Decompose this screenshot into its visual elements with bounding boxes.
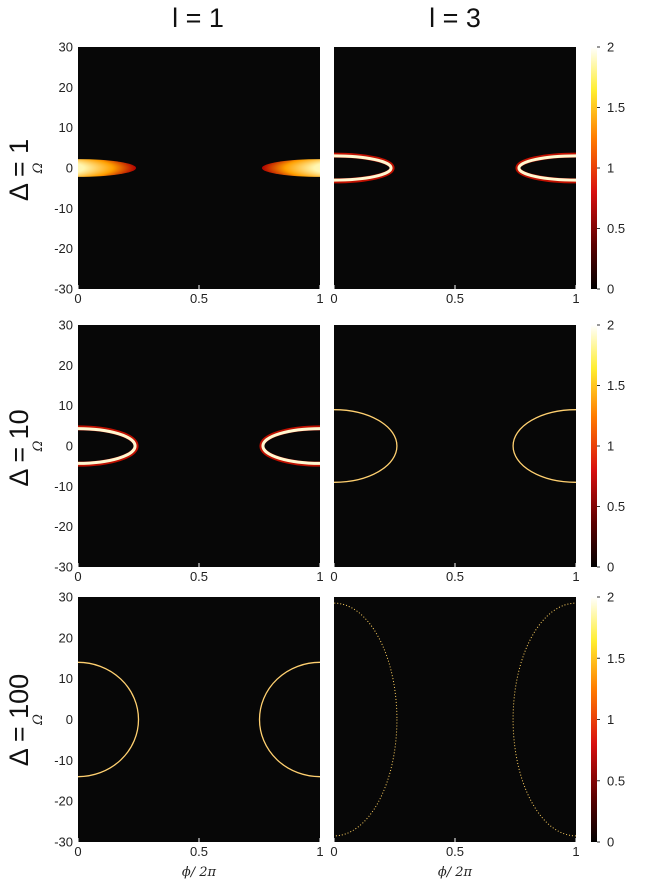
- x-tick-label: 1: [572, 844, 579, 859]
- x-tick-label: 1: [572, 291, 579, 306]
- colorbar: 2 1.5 1 0.5 0: [591, 590, 625, 850]
- y-tick-label: 30: [59, 318, 73, 333]
- y-tick-label: -30: [54, 560, 73, 575]
- heatmap-features: [78, 425, 320, 467]
- colorbar-tick-label: 2: [607, 40, 614, 55]
- plot-area: [334, 47, 576, 289]
- x-tick-label: 0.5: [190, 844, 208, 859]
- x-axis-label: ϕ/ 2π: [438, 865, 473, 880]
- y-tick-label: 20: [59, 630, 73, 645]
- colorbar-gradient: [591, 597, 597, 842]
- lobe-right: [261, 159, 320, 177]
- x-tick-label: 0: [74, 569, 81, 584]
- colorbar-gradient: [591, 47, 597, 289]
- colorbar-tick-label: 1: [607, 439, 614, 454]
- x-tick-label: 0.5: [190, 291, 208, 306]
- y-tick-label: 20: [59, 358, 73, 373]
- x-axis-label: ϕ/ 2π: [182, 865, 217, 880]
- y-axis-label: Ω: [31, 162, 46, 174]
- row-label-delta-10: Δ = 10: [4, 409, 34, 486]
- x-tick-label: 0: [330, 569, 337, 584]
- plot-area: [78, 597, 320, 842]
- y-tick-label: -30: [54, 835, 73, 850]
- x-tick-label: 1: [316, 569, 323, 584]
- ring-left: [78, 427, 137, 465]
- lobe-left: [78, 159, 137, 177]
- colorbar-gradient: [591, 325, 597, 567]
- colorbar-tick-label: 0.5: [607, 499, 625, 514]
- y-tick-label: -20: [54, 519, 73, 534]
- y-tick-label: 10: [59, 671, 73, 686]
- column-label-l3: l = 3: [429, 3, 481, 33]
- plot-area: [78, 325, 320, 567]
- ring-left: [334, 154, 393, 182]
- column-label-l1: l = 1: [172, 3, 224, 33]
- heatmap-panel-l3-d1: 0 0.5 1 2 1.5 1 0.5 0: [330, 40, 625, 307]
- ring-right: [258, 661, 320, 778]
- y-tick-label: 20: [59, 80, 73, 95]
- y-tick-label: 0: [66, 161, 73, 176]
- colorbar-tick-label: 2: [607, 590, 614, 605]
- colorbar-tick-label: 0: [607, 282, 614, 297]
- x-tick-label: 1: [316, 291, 323, 306]
- x-tick-label: 0: [330, 291, 337, 306]
- colorbar-tick-label: 0.5: [607, 773, 625, 788]
- y-tick-label: 0: [66, 712, 73, 727]
- y-axis-label: Ω: [31, 714, 46, 726]
- ring-left: [334, 409, 398, 483]
- x-tick-label: 0: [74, 844, 81, 859]
- row-label-delta-100: Δ = 100: [4, 674, 34, 766]
- ring-left: [78, 661, 140, 778]
- colorbar-tick-label: 1: [607, 161, 614, 176]
- y-tick-label: -10: [54, 201, 73, 216]
- y-tick-label: 0: [66, 439, 73, 454]
- y-axis-label: Ω: [31, 440, 46, 452]
- plot-area: [334, 597, 576, 842]
- ring-right: [517, 154, 576, 182]
- x-tick-label: 0: [74, 291, 81, 306]
- x-tick-label: 0: [330, 844, 337, 859]
- x-tick-label: 1: [572, 569, 579, 584]
- y-tick-label: -10: [54, 479, 73, 494]
- y-tick-label: -30: [54, 282, 73, 297]
- colorbar-tick-label: 0: [607, 835, 614, 850]
- heatmap-features: [78, 159, 320, 177]
- heatmap-panel-l1-d10: 0 0.5 1 30 20 10 0 -10 -20 -30 Ω: [31, 318, 324, 585]
- ring-right: [261, 427, 320, 465]
- heatmap-features: [334, 409, 576, 483]
- colorbar-tick-label: 1: [607, 712, 614, 727]
- heatmap-features: [334, 152, 576, 184]
- y-tick-label: 10: [59, 120, 73, 135]
- colorbar: 2 1.5 1 0.5 0: [591, 318, 625, 575]
- ring-right: [512, 409, 576, 483]
- x-tick-label: 0.5: [446, 569, 464, 584]
- colorbar: 2 1.5 1 0.5 0: [591, 40, 625, 297]
- colorbar-tick-label: 1.5: [607, 378, 625, 393]
- y-tick-label: 30: [59, 40, 73, 55]
- heatmap-panel-l3-d10: 0 0.5 1 2 1.5 1 0.5 0: [330, 318, 625, 585]
- plot-area: [334, 325, 576, 567]
- colorbar-tick-label: 0.5: [607, 221, 625, 236]
- x-tick-label: 0.5: [190, 569, 208, 584]
- y-tick-label: -20: [54, 241, 73, 256]
- colorbar-tick-label: 2: [607, 318, 614, 333]
- heatmap-features: [78, 661, 320, 778]
- y-tick-label: -10: [54, 753, 73, 768]
- colorbar-tick-label: 0: [607, 560, 614, 575]
- x-tick-label: 0.5: [446, 291, 464, 306]
- colorbar-tick-label: 1.5: [607, 651, 625, 666]
- heatmap-panel-l1-d100: 0 0.5 1 30 20 10 0 -10 -20 -30 Ωϕ/ 2π: [31, 590, 324, 881]
- x-tick-label: 1: [316, 844, 323, 859]
- x-tick-label: 0.5: [446, 844, 464, 859]
- row-label-delta-1: Δ = 1: [4, 139, 34, 201]
- y-tick-label: 10: [59, 398, 73, 413]
- y-tick-label: 30: [59, 590, 73, 605]
- heatmap-panel-l3-d100: 0 0.5 1 ϕ/ 2π 2 1.5 1 0.5 0: [330, 590, 625, 881]
- heatmap-panel-l1-d1: 0 0.5 1 30 20 10 0 -10 -20 -30 Ω: [31, 40, 324, 307]
- colorbar-tick-label: 1.5: [607, 100, 625, 115]
- y-tick-label: -20: [54, 794, 73, 809]
